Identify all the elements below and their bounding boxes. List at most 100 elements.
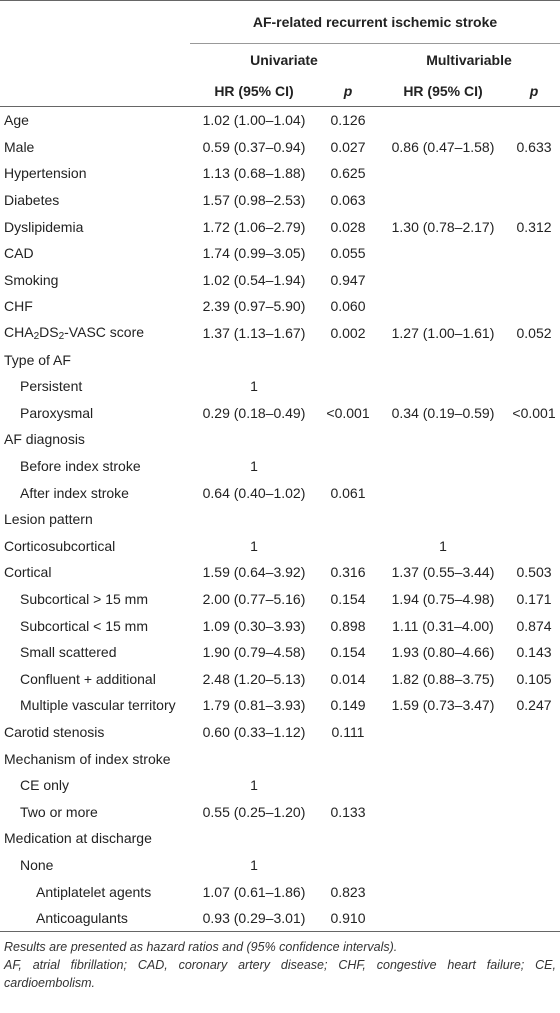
- univariate-p-cell: [318, 373, 378, 400]
- univariate-hr-cell: 1.02 (0.54–1.94): [202, 271, 306, 288]
- multivariable-hr-cell: 1.59 (0.73–3.47): [391, 697, 495, 714]
- multivariable-hr-cell: [378, 745, 508, 772]
- table-row: Lesion pattern: [0, 506, 560, 533]
- univariate-p-cell: 0.149: [330, 697, 366, 714]
- multivariable-p-cell: 0.052: [516, 325, 552, 342]
- multivariable-hr-cell: [378, 267, 508, 294]
- row-label: Subcortical > 15 mm: [20, 590, 148, 607]
- multivariable-p-cell: 0.143: [516, 644, 552, 661]
- table-row: CE only 1: [0, 772, 560, 799]
- row-label: Multiple vascular territory: [20, 697, 176, 714]
- univariate-hr-cell: 1: [250, 777, 258, 794]
- row-label: Anticoagulants: [0, 904, 190, 933]
- univariate-p-cell: [318, 745, 378, 772]
- univariate-p-cell: [318, 426, 378, 453]
- univariate-hr-cell: 0.55 (0.25–1.20): [202, 803, 306, 820]
- row-label: Medication at discharge: [4, 830, 152, 847]
- multivariable-p-cell: [508, 187, 560, 214]
- univariate-hr-cell: [190, 506, 318, 533]
- univariate-hr-cell: 0.93 (0.29–3.01): [190, 904, 318, 933]
- univariate-p-cell: <0.001: [326, 404, 370, 421]
- results-table-container: AF-related recurrent ischemic stroke Uni…: [0, 0, 560, 990]
- multivariable-hr-cell: [378, 107, 508, 134]
- multivariable-hr-cell: 1.11 (0.31–4.00): [392, 617, 494, 634]
- univariate-hr-cell: 1.59 (0.64–3.92): [202, 564, 306, 581]
- univariate-p-cell: 0.898: [330, 617, 366, 634]
- table-row: Cortical 1.59 (0.64–3.92) 0.316 1.37 (0.55–…: [0, 559, 560, 586]
- multivariable-p-cell: [508, 373, 560, 400]
- multivariable-p-cell: [508, 293, 560, 320]
- table-row: Small scattered 1.90 (0.79–4.58) 0.154 1.93…: [0, 639, 560, 666]
- table-row: After index stroke 0.64 (0.40–1.02) 0.061: [0, 479, 560, 506]
- multivariable-hr-cell: 1.30 (0.78–2.17): [391, 218, 495, 235]
- multivariable-hr-cell: [378, 187, 508, 214]
- univariate-p-cell: 0.126: [330, 112, 366, 129]
- table-row: Male 0.59 (0.37–0.94) 0.027 0.86 (0.47–1.58…: [0, 134, 560, 161]
- multivariable-p-cell: 0.503: [516, 564, 552, 581]
- multivariable-hr-cell: 1.82 (0.88–3.75): [391, 670, 495, 687]
- table-row: Carotid stenosis 0.60 (0.33–1.12) 0.111: [0, 719, 560, 746]
- table-row: Smoking 1.02 (0.54–1.94) 0.947: [0, 267, 560, 294]
- multivariable-hr-cell: 1.93 (0.80–4.66): [391, 644, 495, 661]
- table-row: Diabetes 1.57 (0.98–2.53) 0.063: [0, 187, 560, 214]
- multivariable-p-cell: 0.247: [516, 697, 552, 714]
- row-label: Age: [4, 112, 29, 129]
- table-row: Dyslipidemia 1.72 (1.06–2.79) 0.028 1.30 (0…: [0, 213, 560, 240]
- multivariable-hr-cell: [378, 453, 508, 480]
- row-label: Diabetes: [4, 192, 60, 209]
- univariate-p-cell: 0.154: [330, 644, 366, 661]
- multivariable-hr-cell: [378, 506, 508, 533]
- table-row: None 1: [0, 852, 560, 879]
- univariate-hr-cell: 1.90 (0.79–4.58): [202, 644, 306, 661]
- table-row: Multiple vascular territory 1.79 (0.81–3.…: [0, 692, 560, 719]
- row-label: Before index stroke: [20, 458, 141, 475]
- univariate-p-cell: 0.111: [331, 723, 365, 740]
- row-label: Mechanism of index stroke: [4, 750, 171, 767]
- row-label: AF diagnosis: [4, 431, 85, 448]
- table-row: Antiplatelet agents 1.07 (0.61–1.86) 0.823: [0, 878, 560, 905]
- note-results: Results are presented as hazard ratios a…: [4, 940, 398, 955]
- multivariable-hr-cell: 0.34 (0.19–0.59): [391, 404, 495, 421]
- table-row: Persistent 1: [0, 373, 560, 400]
- multivariable-hr-cell: 1.94 (0.75–4.98): [391, 590, 495, 607]
- univariate-hr-cell: 1.09 (0.30–3.93): [202, 617, 306, 634]
- univariate-hr-cell: 0.29 (0.18–0.49): [202, 404, 306, 421]
- multivariable-hr-cell: [378, 852, 508, 879]
- table-body: Age 1.02 (1.00–1.04) 0.126 Male 0.59 (0.37–0…: [0, 107, 560, 933]
- multivariable-hr-cell: [378, 719, 508, 746]
- univariate-p-cell: 0.002: [330, 325, 366, 342]
- table-row: Corticosubcortical 1 1: [0, 533, 560, 560]
- header-row-group: AF-related recurrent ischemic stroke: [0, 0, 560, 44]
- table-row: Medication at discharge: [0, 825, 560, 852]
- univariate-hr-cell: 2.48 (1.20–5.13): [202, 670, 306, 687]
- row-label: Male: [4, 138, 35, 155]
- univariate-hr-cell: 1.57 (0.98–2.53): [202, 192, 306, 209]
- multivariable-hr-cell: [378, 904, 508, 933]
- univariate-hr-cell: 1.02 (1.00–1.04): [202, 112, 306, 129]
- univariate-hr-cell: 1.74 (0.99–3.05): [202, 245, 306, 262]
- multivariable-hr-header: HR (95% CI): [378, 75, 508, 107]
- multivariable-p-cell: 0.874: [516, 617, 552, 634]
- multivariable-p-cell: 0.171: [516, 590, 552, 607]
- univariate-p-cell: [318, 453, 378, 480]
- univariate-p-cell: 0.133: [330, 803, 366, 820]
- multivariable-p-cell: [508, 825, 560, 852]
- univariate-hr-cell: 1.07 (0.61–1.86): [202, 883, 306, 900]
- multivariable-hr-cell: [378, 825, 508, 852]
- univariate-p-cell: 0.823: [330, 883, 366, 900]
- row-label: CHF: [4, 298, 33, 315]
- multivariable-hr-cell: 1.37 (0.55–3.44): [391, 564, 495, 581]
- multivariable-hr-cell: [378, 373, 508, 400]
- multivariable-hr-cell: [378, 798, 508, 825]
- univariate-p-cell: [318, 533, 378, 560]
- multivariable-hr-cell: [378, 878, 508, 905]
- multivariable-hr-cell: [378, 479, 508, 506]
- multivariable-p-cell: [508, 453, 560, 480]
- univariate-p-cell: 0.027: [330, 138, 366, 155]
- row-label: Lesion pattern: [4, 511, 93, 528]
- multivariable-p-cell: [508, 745, 560, 772]
- row-label: Type of AF: [4, 351, 71, 368]
- table-row: Type of AF: [0, 346, 560, 373]
- multivariable-hr-cell: [378, 293, 508, 320]
- group-title: AF-related recurrent ischemic stroke: [190, 0, 560, 44]
